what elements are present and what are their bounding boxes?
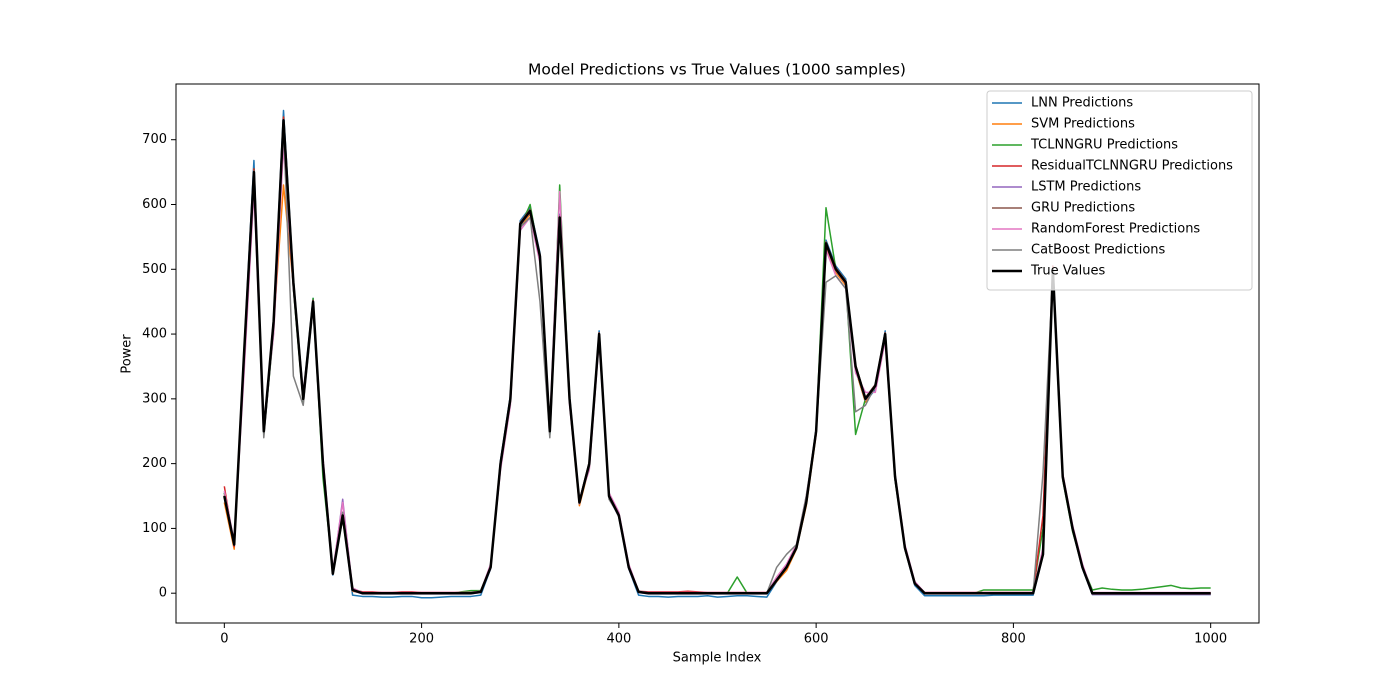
legend-label: GRU Predictions: [1031, 201, 1135, 216]
legend-label: LSTM Predictions: [1031, 180, 1141, 195]
y-tick-label: 200: [142, 456, 167, 471]
x-tick-label: 1000: [1194, 632, 1227, 647]
y-tick-label: 400: [142, 327, 167, 342]
y-tick-label: 300: [142, 391, 167, 406]
x-tick-label: 200: [409, 632, 434, 647]
x-tick-label: 0: [220, 632, 228, 647]
chart-title: Model Predictions vs True Values (1000 s…: [528, 61, 906, 79]
y-tick-label: 100: [142, 521, 167, 536]
y-axis-label: Power: [120, 334, 135, 374]
x-tick-label: 800: [1001, 632, 1026, 647]
legend-label: CatBoost Predictions: [1031, 243, 1166, 258]
y-tick-label: 500: [142, 262, 167, 277]
legend-box: [986, 90, 1253, 291]
legend-label: LNN Predictions: [1031, 96, 1133, 111]
y-tick-label: 0: [159, 586, 167, 601]
plot-frame: [175, 83, 1260, 624]
x-axis-label: Sample Index: [673, 651, 762, 666]
legend-label: True Values: [1030, 264, 1105, 279]
x-tick-label: 600: [804, 632, 829, 647]
y-tick-label: 600: [142, 197, 167, 212]
legend-label: SVM Predictions: [1031, 117, 1135, 132]
legend-label: RandomForest Predictions: [1031, 222, 1200, 237]
y-tick-label: 700: [142, 132, 167, 147]
legend-label: TCLNNGRU Predictions: [1030, 138, 1178, 153]
legend-label: ResidualTCLNNGRU Predictions: [1031, 159, 1233, 174]
x-tick-label: 400: [606, 632, 631, 647]
series-line: [223, 119, 1211, 595]
